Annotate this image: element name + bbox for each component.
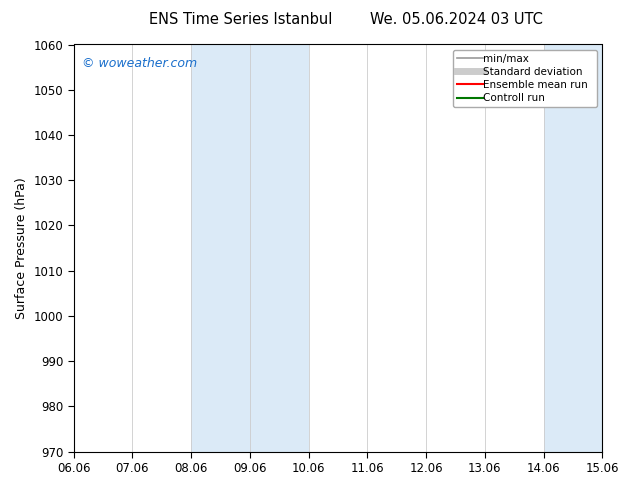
Y-axis label: Surface Pressure (hPa): Surface Pressure (hPa)	[15, 177, 28, 319]
Bar	[543, 45, 602, 452]
Bar	[191, 45, 309, 452]
Text: We. 05.06.2024 03 UTC: We. 05.06.2024 03 UTC	[370, 12, 543, 27]
Text: © woweather.com: © woweather.com	[82, 57, 197, 70]
Text: ENS Time Series Istanbul: ENS Time Series Istanbul	[149, 12, 333, 27]
Legend: min/max, Standard deviation, Ensemble mean run, Controll run: min/max, Standard deviation, Ensemble me…	[453, 49, 597, 107]
